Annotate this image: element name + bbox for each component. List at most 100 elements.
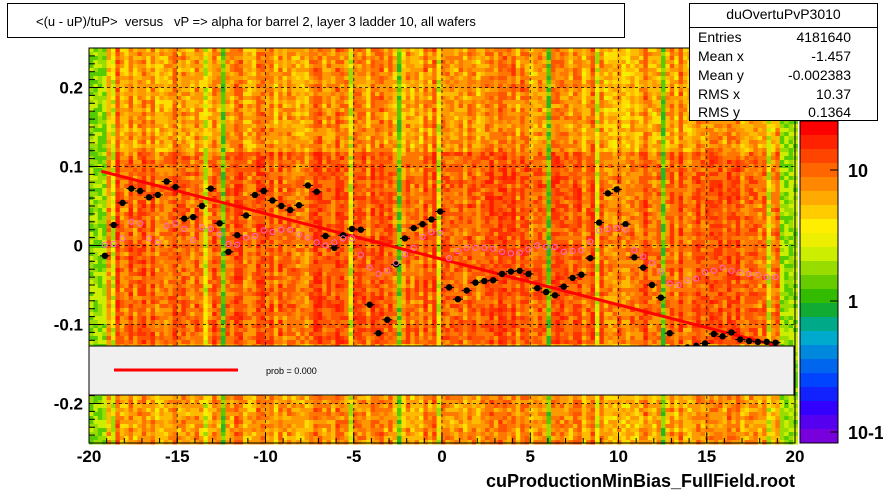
axes: -20 -15 -10 -5 0 5 10 15 20 0.2 0.1 0 -0.1 -0.2 <box>54 47 805 466</box>
profile-pink-point <box>393 259 400 266</box>
profile-black-point <box>595 219 603 226</box>
profile-black-point <box>728 329 735 336</box>
profile-black-point <box>313 188 320 195</box>
profile-pink-point <box>454 247 461 255</box>
profile-pink-point <box>551 243 559 251</box>
profile-pink-point <box>428 228 435 236</box>
profile-black-point <box>648 281 656 289</box>
profile-pink-point <box>154 239 161 246</box>
profile-black-point <box>357 226 365 233</box>
profile-black-point <box>163 178 170 185</box>
profile-black-point <box>587 254 594 262</box>
profile-pink-point <box>198 224 206 231</box>
profile-pink-point <box>613 225 620 232</box>
profile-black-point <box>578 271 585 278</box>
profile-pink-point <box>295 231 303 238</box>
profile-black-point <box>242 212 250 219</box>
stats-key: RMS x <box>698 86 740 102</box>
stats-key: RMS y <box>698 104 740 120</box>
profile-black-point <box>772 339 779 346</box>
profile-black-point <box>631 254 638 261</box>
profile-black-point <box>745 337 753 345</box>
profile-black-point <box>128 185 135 192</box>
profile-pink-point <box>666 280 673 287</box>
profile-pink-point <box>128 218 135 225</box>
plot-title: <(u - uP)/tuP> versus vP => alpha for ba… <box>36 14 476 29</box>
profile-pink-point <box>710 267 717 274</box>
profile-black-point <box>445 284 453 291</box>
profile-black-point <box>640 264 647 271</box>
stats-value: -1.457 <box>811 48 851 64</box>
profile-pink-point <box>340 235 347 242</box>
profile-pink-point <box>719 264 726 271</box>
profile-pink-point <box>507 250 514 257</box>
profile-black-point <box>481 277 488 285</box>
fit-line-layer <box>100 169 778 348</box>
profile-pink-point <box>110 240 117 248</box>
profile-black-point <box>498 270 506 278</box>
profile-black-point <box>181 215 188 222</box>
profile-pink-point <box>225 240 232 248</box>
profile-black-point <box>428 216 435 223</box>
profile-black-point <box>737 336 744 343</box>
profile-pink-point <box>657 268 664 275</box>
legend-fit-label: prob = 0.000 <box>266 366 317 376</box>
profile-pink-point <box>490 245 497 252</box>
profile-pink-point <box>569 247 576 255</box>
profile-black-point <box>366 301 373 308</box>
grid-lines <box>89 48 795 443</box>
profile-pink-point <box>684 277 691 284</box>
stats-row: RMS x 10.37 <box>698 86 851 104</box>
stats-row: RMS y 0.1364 <box>698 104 851 122</box>
profile-pink-point <box>640 253 647 260</box>
stats-value: 10.37 <box>815 86 851 102</box>
profile-pink-point <box>587 238 594 245</box>
profile-pink-point <box>648 259 656 266</box>
profile-pink-point <box>313 239 320 246</box>
profile-pink-point <box>701 269 709 276</box>
profile-pink-point <box>595 227 603 234</box>
profile-pink-point <box>322 242 329 249</box>
profile-black-point <box>463 287 470 294</box>
profile-pink-point <box>746 270 753 278</box>
profile-black-point <box>437 208 444 215</box>
profile-pink-point <box>763 274 770 281</box>
profile-pink-point <box>675 281 682 289</box>
profile-black-point <box>534 284 541 292</box>
profile-pink-point <box>754 271 762 278</box>
profile-black-point <box>322 232 329 240</box>
palette-tick-label: 1 <box>848 292 858 312</box>
profile-pink-point <box>445 255 453 262</box>
profile-black-point <box>604 190 612 197</box>
x-tick-label: 20 <box>786 447 805 466</box>
y-tick-label: -0.1 <box>54 316 83 335</box>
profile-pink-point <box>304 234 311 241</box>
profile-pink-point <box>604 225 612 233</box>
profile-black-point <box>110 221 117 229</box>
profile-pink-point <box>260 227 267 234</box>
profile-pink-point <box>137 220 144 227</box>
profile-pink-point <box>534 242 541 249</box>
x-tick-label: 10 <box>609 447 628 466</box>
x-tick-label: 15 <box>697 447 716 466</box>
stats-row: Entries 4181640 <box>698 29 851 47</box>
stats-title: duOvertuPvP3010 <box>690 6 877 28</box>
profile-black-point <box>198 202 206 210</box>
profile-black-point <box>348 225 356 233</box>
profile-pink-point <box>401 251 409 258</box>
profile-pink-point <box>437 229 444 236</box>
palette-tick-label: 10 <box>848 161 868 181</box>
profile-black-point <box>560 283 567 290</box>
profile-pink-point <box>119 235 126 242</box>
profile-black-point <box>454 296 462 303</box>
profile-black-point <box>613 186 620 193</box>
profile-pink-point <box>384 267 391 274</box>
profile-black-point <box>101 252 109 259</box>
profile-black-point <box>701 340 709 347</box>
profile-pink-point <box>543 243 550 251</box>
profile-pink-point <box>772 274 779 281</box>
profile-pink-point <box>348 235 356 242</box>
palette-tick-label: 10-1 <box>848 423 883 443</box>
profile-pink-point <box>278 226 285 233</box>
